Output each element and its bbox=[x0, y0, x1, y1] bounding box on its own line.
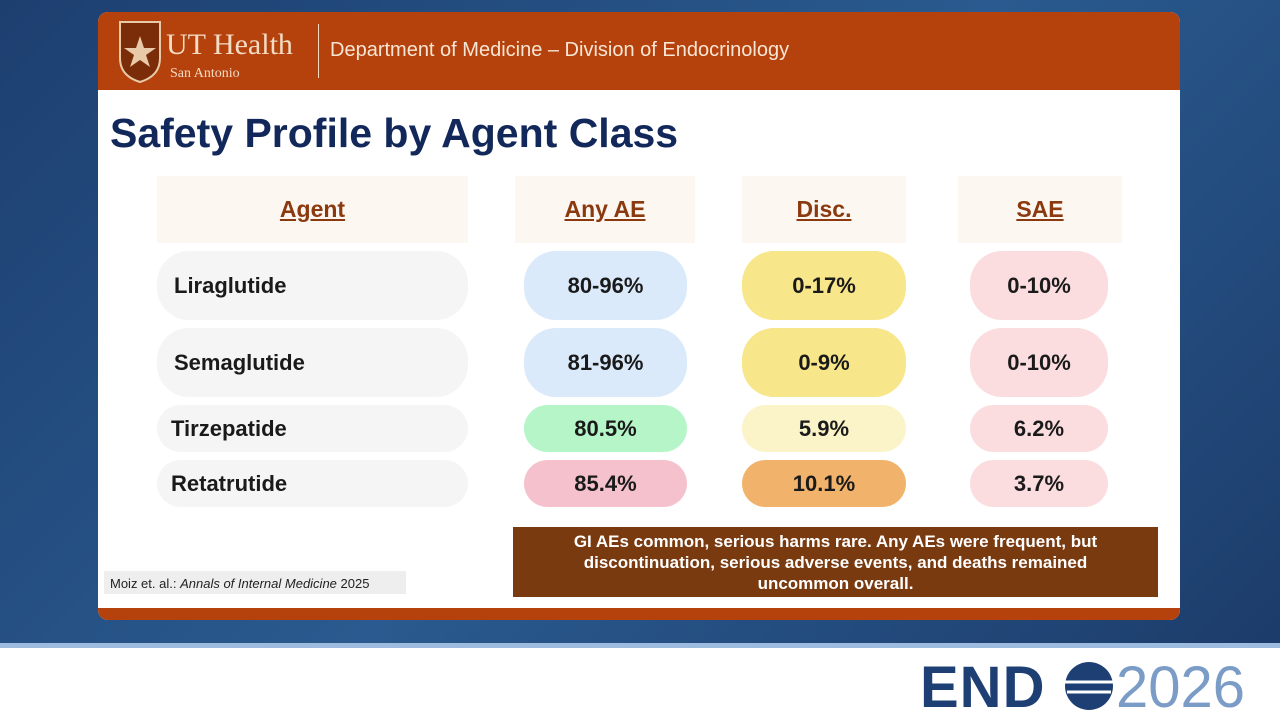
agent-cell: Liraglutide bbox=[157, 251, 468, 320]
logo-shield bbox=[119, 21, 161, 84]
divider bbox=[318, 24, 319, 78]
column-header: Any AE bbox=[515, 176, 695, 243]
agent-cell: Tirzepatide bbox=[157, 405, 468, 452]
value-cell: 5.9% bbox=[742, 405, 906, 452]
bottom-strip bbox=[98, 608, 1180, 620]
header-bar: UT Health San Antonio Department of Medi… bbox=[98, 12, 1180, 90]
logo-name: UT Health bbox=[166, 28, 293, 61]
value-cell: 0-17% bbox=[742, 251, 906, 320]
value-cell: 0-9% bbox=[742, 328, 906, 397]
footer-year: 2026 bbox=[1116, 655, 1246, 720]
citation-authors: Moiz et. al.: bbox=[110, 576, 177, 591]
footer: END 2026 bbox=[0, 648, 1280, 720]
agent-cell: Semaglutide bbox=[157, 328, 468, 397]
value-cell: 80.5% bbox=[524, 405, 687, 452]
column-header: Disc. bbox=[742, 176, 906, 243]
value-cell: 80-96% bbox=[524, 251, 687, 320]
value-cell: 0-10% bbox=[970, 328, 1108, 397]
column-header: Agent bbox=[157, 176, 468, 243]
value-cell: 81-96% bbox=[524, 328, 687, 397]
column-header: SAE bbox=[958, 176, 1122, 243]
value-cell: 10.1% bbox=[742, 460, 906, 507]
citation-journal: Annals of Internal Medicine bbox=[180, 576, 337, 591]
globe-icon bbox=[1065, 662, 1113, 710]
footer-brand: END bbox=[920, 655, 1046, 720]
footer-line bbox=[0, 643, 1280, 648]
citation: Moiz et. al.: Annals of Internal Medicin… bbox=[104, 571, 406, 594]
note-box: GI AEs common, serious harms rare. Any A… bbox=[513, 527, 1158, 597]
department: Department of Medicine – Division of End… bbox=[330, 39, 790, 61]
value-cell: 3.7% bbox=[970, 460, 1108, 507]
value-cell: 85.4% bbox=[524, 460, 687, 507]
logo-sub: San Antonio bbox=[170, 66, 240, 81]
citation-year: 2025 bbox=[340, 576, 370, 591]
value-cell: 6.2% bbox=[970, 405, 1108, 452]
title: Safety Profile by Agent Class bbox=[110, 110, 679, 156]
value-cell: 0-10% bbox=[970, 251, 1108, 320]
agent-cell: Retatrutide bbox=[157, 460, 468, 507]
